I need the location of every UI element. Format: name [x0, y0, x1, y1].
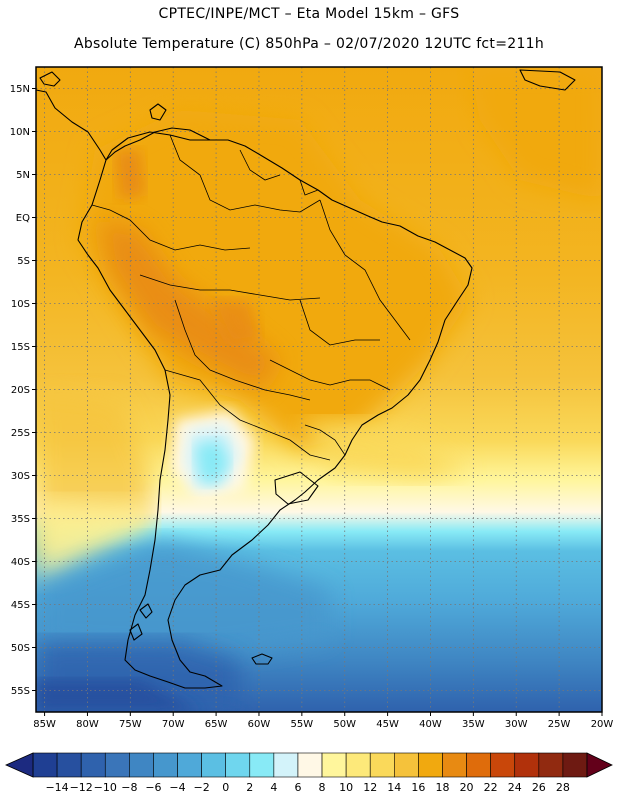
latitude-label: 35S [11, 514, 30, 525]
latitude-label: EQ [16, 213, 30, 224]
longitude-label: 65W [205, 719, 228, 730]
colorbar-label: 24 [508, 781, 522, 794]
colorbar-box [201, 752, 226, 778]
colorbar-label: 10 [339, 781, 353, 794]
latitude-label: 25S [11, 428, 30, 439]
longitude-axis: 85W 80W 75W 70W 65W 60W 55W 50W 45W 40W 35W 30W 25W 2… [33, 712, 613, 730]
longitude-label: 70W [162, 719, 185, 730]
longitude-label: 40W [419, 719, 442, 730]
colorbar-box [466, 752, 491, 778]
colorbar-label: 14 [387, 781, 401, 794]
colorbar: −14 −12 −10 −8 −6 −4 −2 0 2 4 6 8 10 12 14 16 18 20 22 24 26… [0, 748, 618, 804]
latitude-label: 10N [10, 127, 30, 138]
colorbar-box [129, 752, 154, 778]
longitude-label: 85W [33, 719, 56, 730]
colorbar-label: 8 [319, 781, 326, 794]
longitude-label: 30W [505, 719, 528, 730]
colorbar-label: −8 [121, 781, 137, 794]
colorbar-right-arrow [586, 752, 613, 778]
colorbar-label: 12 [363, 781, 377, 794]
colorbar-box [321, 752, 347, 778]
longitude-label: 50W [333, 719, 356, 730]
colorbar-box [514, 752, 540, 778]
longitude-label: 25W [548, 719, 571, 730]
longitude-label: 80W [76, 719, 99, 730]
map-title-line-2: Absolute Temperature (C) 850hPa – 02/07/… [73, 36, 545, 52]
map-container: 15N 10N 5N EQ 5S 10S 15S 20S 25S 30S 35S 40S 45S 50S 5… [10, 66, 613, 730]
colorbar-label: 18 [435, 781, 449, 794]
temperature-field [36, 67, 602, 712]
colorbar-box [369, 752, 395, 778]
colorbar-label: 4 [270, 781, 277, 794]
colorbar-svg: −14 −12 −10 −8 −6 −4 −2 0 2 4 6 8 10 12 14 16 18 20 22 24 26… [5, 752, 613, 794]
colorbar-box [104, 752, 130, 778]
latitude-axis: 15N 10N 5N EQ 5S 10S 15S 20S 25S 30S 35S 40S 45S 50S 5… [10, 84, 36, 697]
colorbar-box [249, 752, 275, 778]
colorbar-box [80, 752, 106, 778]
colorbar-labels: −14 −12 −10 −8 −6 −4 −2 0 2 4 6 8 10 12 14 16 18 20 22 24 26… [45, 781, 569, 794]
latitude-label: 50S [11, 643, 30, 654]
map-title-line-1: CPTEC/INPE/MCT – Eta Model 15km – GFS [158, 6, 460, 22]
colorbar-box [394, 752, 419, 778]
colorbar-left-arrow [5, 752, 34, 778]
temperature-map: 15N 10N 5N EQ 5S 10S 15S 20S 25S 30S 35S 40S 45S 50S 5… [10, 66, 613, 730]
latitude-label: 40S [11, 557, 30, 568]
colorbar-label: 0 [222, 781, 229, 794]
colorbar-box [273, 752, 299, 778]
latitude-label: 5N [16, 170, 30, 181]
latitude-label: 45S [11, 600, 30, 611]
colorbar-box [562, 752, 588, 778]
colorbar-box [345, 752, 371, 778]
colorbar-box [418, 752, 443, 778]
colorbar-label: −4 [169, 781, 185, 794]
colorbar-label: 26 [532, 781, 546, 794]
latitude-label: 30S [11, 471, 30, 482]
colorbar-label: 16 [411, 781, 425, 794]
latitude-label: 55S [11, 686, 30, 697]
longitude-label: 60W [248, 719, 271, 730]
colorbar-box [538, 752, 564, 778]
coastline-layer [36, 69, 576, 689]
latitude-label: 15S [11, 342, 30, 353]
longitude-label: 20W [591, 719, 614, 730]
colorbar-box [442, 752, 467, 778]
colorbar-label: −14 [45, 781, 68, 794]
colorbar-label: −10 [94, 781, 117, 794]
colorbar-box [153, 752, 178, 778]
latitude-label: 15N [10, 84, 30, 95]
longitude-label: 35W [462, 719, 485, 730]
colorbar-label: 6 [294, 781, 301, 794]
longitude-label: 75W [119, 719, 142, 730]
colorbar-box [177, 752, 202, 778]
colorbar-label: 20 [460, 781, 474, 794]
colorbar-label: 28 [556, 781, 570, 794]
colorbar-box [56, 752, 82, 778]
latitude-label: 10S [11, 299, 30, 310]
colorbar-boxes [32, 752, 588, 778]
colorbar-label: −6 [145, 781, 161, 794]
colorbar-label: −2 [193, 781, 209, 794]
longitude-label: 45W [376, 719, 399, 730]
colorbar-box [490, 752, 516, 778]
colorbar-label: −12 [70, 781, 93, 794]
longitude-label: 55W [291, 719, 314, 730]
colorbar-box [32, 752, 58, 778]
colorbar-label: 2 [246, 781, 253, 794]
country-borders [91, 134, 411, 461]
latitude-label: 20S [11, 385, 30, 396]
colorbar-label: 22 [484, 781, 498, 794]
latitude-label: 5S [17, 256, 30, 267]
colorbar-box [225, 752, 251, 778]
colorbar-box [297, 752, 323, 778]
